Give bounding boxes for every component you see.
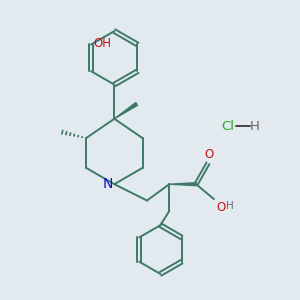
Text: OH: OH [94, 37, 112, 50]
Text: Cl: Cl [221, 120, 234, 133]
Text: O: O [204, 148, 213, 161]
Text: H: H [226, 200, 234, 211]
Text: N: N [103, 177, 113, 190]
Polygon shape [114, 103, 137, 119]
Text: H: H [250, 120, 260, 133]
Polygon shape [169, 183, 196, 186]
Text: O: O [216, 200, 225, 214]
